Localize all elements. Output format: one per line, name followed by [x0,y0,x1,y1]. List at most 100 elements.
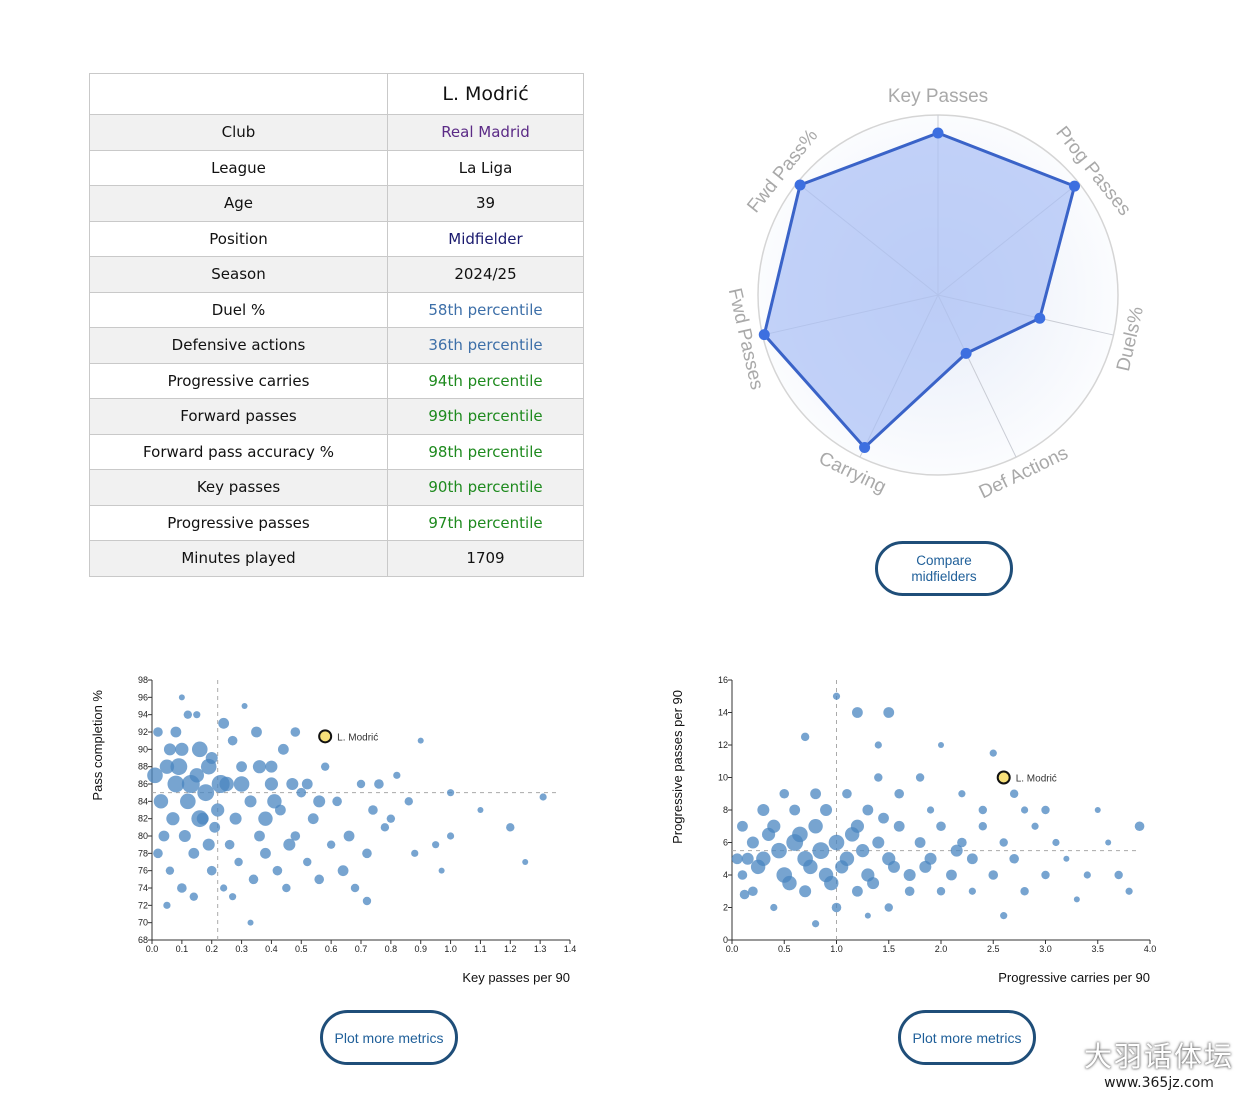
plot-more-metrics-button-right[interactable]: Plot more metrics [898,1010,1036,1065]
stat-label: Duel % [89,291,388,328]
scatter-point [936,887,946,896]
scatter-point [307,813,319,825]
scatter-point [800,732,810,742]
compare-midfielders-button[interactable]: Compare midfielders [875,541,1013,596]
stat-value: La Liga [387,149,584,186]
scatter-point [852,707,863,718]
scatter-point [856,844,870,858]
radar-axis-label: Key Passes [888,86,988,107]
scatter-point [218,717,230,729]
y-tick-label: 14 [718,708,728,718]
scatter-point [252,760,267,774]
radar-point [1034,312,1046,324]
x-tick-label: 1.0 [444,944,457,954]
scatter-point [326,840,336,849]
radar-point [794,179,806,191]
y-tick-label: 74 [138,883,148,893]
x-tick-label: 0.9 [414,944,427,954]
scatter-point [267,794,282,809]
scatter-point [248,874,259,885]
y-tick-label: 10 [718,773,728,783]
x-axis-label: Key passes per 90 [462,970,570,985]
scatter-point [188,847,200,859]
scatter-point [737,870,748,880]
highlight-point [318,729,333,744]
scatter-point [832,692,841,700]
scatter-point [211,775,230,793]
y-tick-label: 8 [723,805,728,815]
watermark-url: www.365jz.com [1104,1075,1214,1091]
scatter-point [831,902,842,913]
scatter-point [864,912,871,919]
scatter-point [893,820,905,832]
scatter-point [771,842,787,859]
scatter-point [741,852,754,865]
highlight-label: L. Modrić [1016,774,1057,785]
plot-more-metrics-button-left[interactable]: Plot more metrics [320,1010,458,1065]
stat-label: Defensive actions [89,327,388,364]
y-tick-label: 90 [138,744,148,754]
scatter-point [189,892,198,901]
scatter-point [332,796,342,807]
y-tick-label: 84 [138,796,148,806]
scatter-point [229,893,237,901]
y-tick-label: 72 [138,900,148,910]
scatter-point [950,844,963,857]
scatter-point [241,703,248,709]
scatter-point [236,761,247,773]
y-tick-label: 94 [138,710,148,720]
y-tick-label: 16 [718,675,728,685]
scatter-point [234,857,243,867]
table-row: Season 2024/25 [89,256,584,293]
scatter-point [417,737,424,744]
scatter-point [757,804,770,816]
stat-label: Progressive carries [89,362,388,399]
scatter-point [835,860,849,874]
scatter-point [374,779,384,789]
scatter-point [1134,821,1145,832]
table-row: Position Midfielder [89,220,584,257]
stat-label: Forward pass accuracy % [89,433,388,470]
watermark-main: 大羽话体坛 [1083,1040,1234,1073]
scatter-point [404,797,413,806]
scatter-point [183,710,193,719]
x-tick-label: 0.6 [325,944,338,954]
table-row: Progressive carries 94th percentile [89,362,584,399]
radar-point [932,127,944,139]
highlight-point [996,770,1011,785]
scatter-point [1031,822,1039,830]
table-row: Club Real Madrid [89,114,584,151]
scatter-point [915,773,925,782]
scatter-point [277,743,289,755]
scatter-point [272,865,283,876]
scatter-point [894,788,904,799]
scatter-point [258,811,273,826]
scatter-point [175,742,189,756]
scatter-point [799,885,812,898]
scatter-point [254,830,265,842]
scatter-point [824,875,839,891]
y-tick-label: 6 [723,838,728,848]
scatter-point [163,743,176,756]
scatter-point [337,865,349,877]
scatter-point [884,903,893,912]
scatter-point [874,741,882,749]
stat-label: Season [89,256,388,293]
scatter-point [1000,912,1008,920]
stat-label: Position [89,220,388,257]
scatter-point [180,793,196,810]
scatter-point [163,901,171,909]
scatter-point [165,866,175,875]
scatter-point [211,803,225,817]
scatter-point [737,820,748,832]
scatter-point [1052,838,1060,847]
scatter-point [167,775,185,793]
scatter-point [522,859,529,865]
scatter-point [314,874,324,885]
scatter-point [159,759,175,774]
table-row: Defensive actions 36th percentile [89,327,584,364]
scatter-point [874,773,883,782]
x-tick-label: 3.5 [1091,944,1104,954]
scatter-point [393,771,401,779]
